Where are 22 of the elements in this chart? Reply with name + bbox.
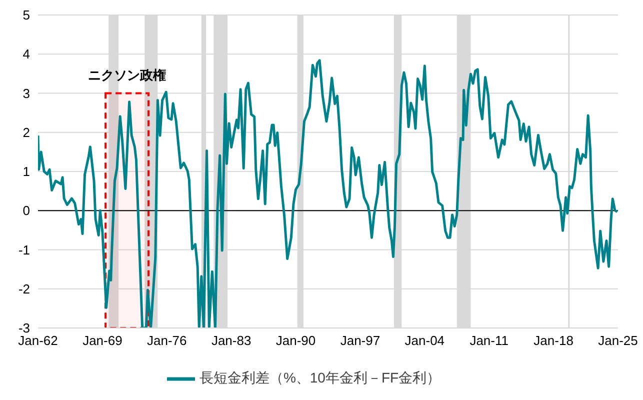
- x-tick-label: Jan-04: [404, 333, 445, 348]
- y-tick-label: -3: [18, 320, 30, 336]
- y-tick-label: 0: [22, 203, 30, 218]
- x-tick-label: Jan-97: [340, 333, 380, 348]
- x-tick-label: Jan-25: [598, 333, 638, 348]
- x-tick-label: Jan-90: [276, 333, 316, 348]
- x-tick-label: Jan-11: [470, 333, 509, 348]
- band-label: ニクソン政権: [88, 67, 166, 82]
- y-tick-label: -1: [18, 242, 30, 258]
- y-tick-label: 4: [22, 46, 30, 62]
- x-tick-label: Jan-76: [147, 333, 187, 348]
- y-tick-label: 3: [22, 86, 30, 101]
- x-tick-label: Jan-18: [534, 333, 574, 348]
- x-tick-label: Jan-62: [18, 333, 58, 348]
- legend-label: 長短金利差（%、10年金利－FF金利）: [199, 370, 441, 386]
- y-tick-label: -2: [18, 281, 30, 296]
- y-tick-label: 5: [22, 8, 30, 23]
- y-tick-label: 2: [22, 124, 30, 140]
- x-tick-label: Jan-69: [82, 333, 122, 348]
- line-series: [38, 59, 618, 328]
- y-tick-label: 1: [22, 164, 30, 180]
- x-tick-label: Jan-83: [211, 333, 252, 348]
